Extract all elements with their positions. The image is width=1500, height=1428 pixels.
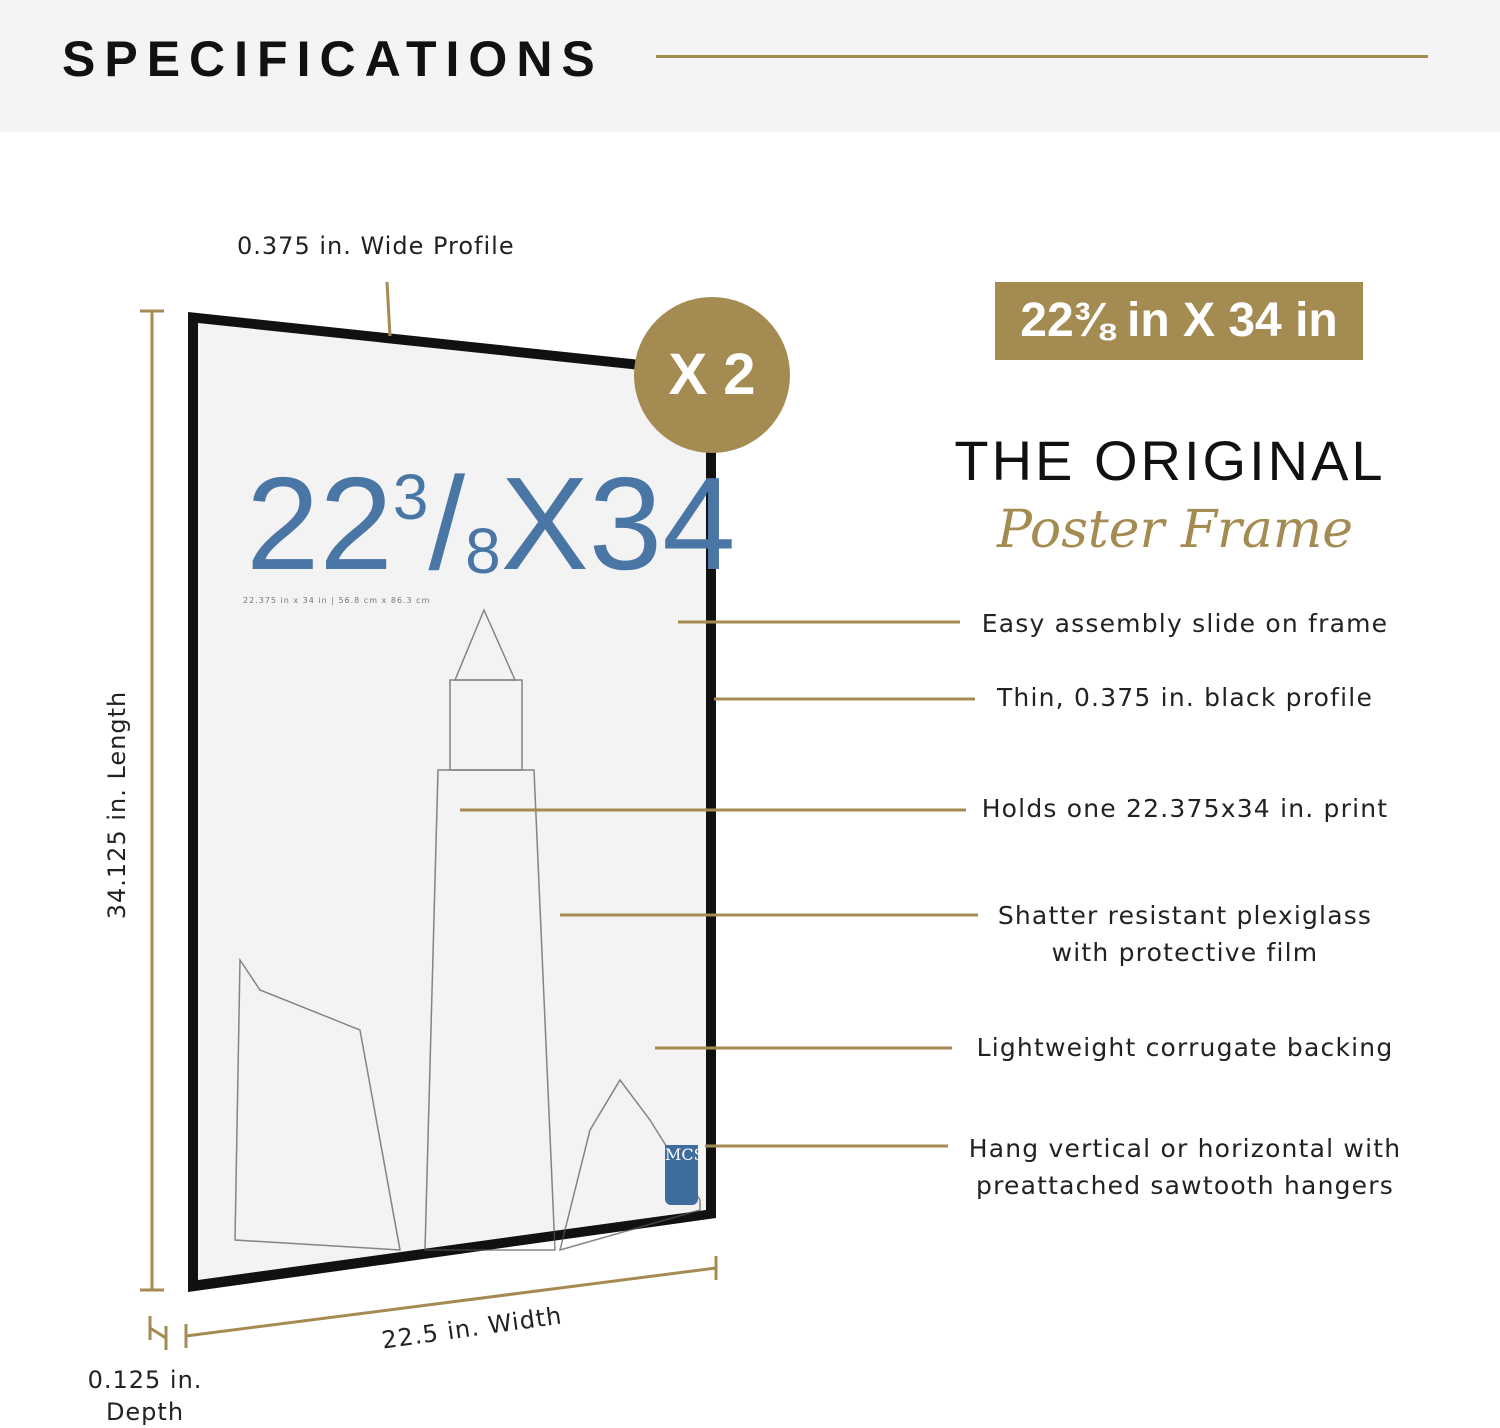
feature-callout: Holds one 22.375x34 in. print bbox=[981, 794, 1389, 823]
poster-size-text: 223/8X34 bbox=[246, 450, 736, 597]
page-title: SPECIFICATIONS bbox=[62, 31, 604, 87]
depth-label: 0.125 in. Depth bbox=[87, 1366, 203, 1426]
header-band bbox=[0, 0, 1500, 132]
width-dimension-line bbox=[185, 1266, 717, 1338]
mcs-logo: MCS bbox=[665, 1145, 705, 1205]
feature-callout: Thin, 0.375 in. black profile bbox=[996, 683, 1374, 712]
tower-sketch-icon bbox=[234, 608, 701, 1252]
length-label: 34.125 in. Length bbox=[103, 690, 131, 920]
brand-line1: THE ORIGINAL bbox=[954, 429, 1386, 492]
brand-script: Poster Frame bbox=[997, 500, 1353, 560]
feature-callout: Shatter resistant plexiglass with protect… bbox=[997, 901, 1373, 967]
feature-callout: Easy assembly slide on frame bbox=[981, 609, 1389, 638]
depth-dimension-line bbox=[149, 1326, 167, 1340]
quantity-badge: X 2 bbox=[634, 297, 790, 453]
poster-surface bbox=[198, 323, 706, 1280]
feature-callout: Lightweight corrugate backing bbox=[976, 1033, 1394, 1062]
size-badge: 22⅜ in X 34 in bbox=[995, 282, 1363, 360]
title-rule bbox=[656, 55, 1428, 58]
poster-small-text: 22.375 in x 34 in | 56.8 cm x 86.3 cm bbox=[243, 596, 431, 605]
profile-line bbox=[385, 281, 392, 337]
feature-callout: Hang vertical or horizontal with preattac… bbox=[968, 1134, 1402, 1200]
profile-label: 0.375 in. Wide Profile bbox=[237, 232, 515, 260]
